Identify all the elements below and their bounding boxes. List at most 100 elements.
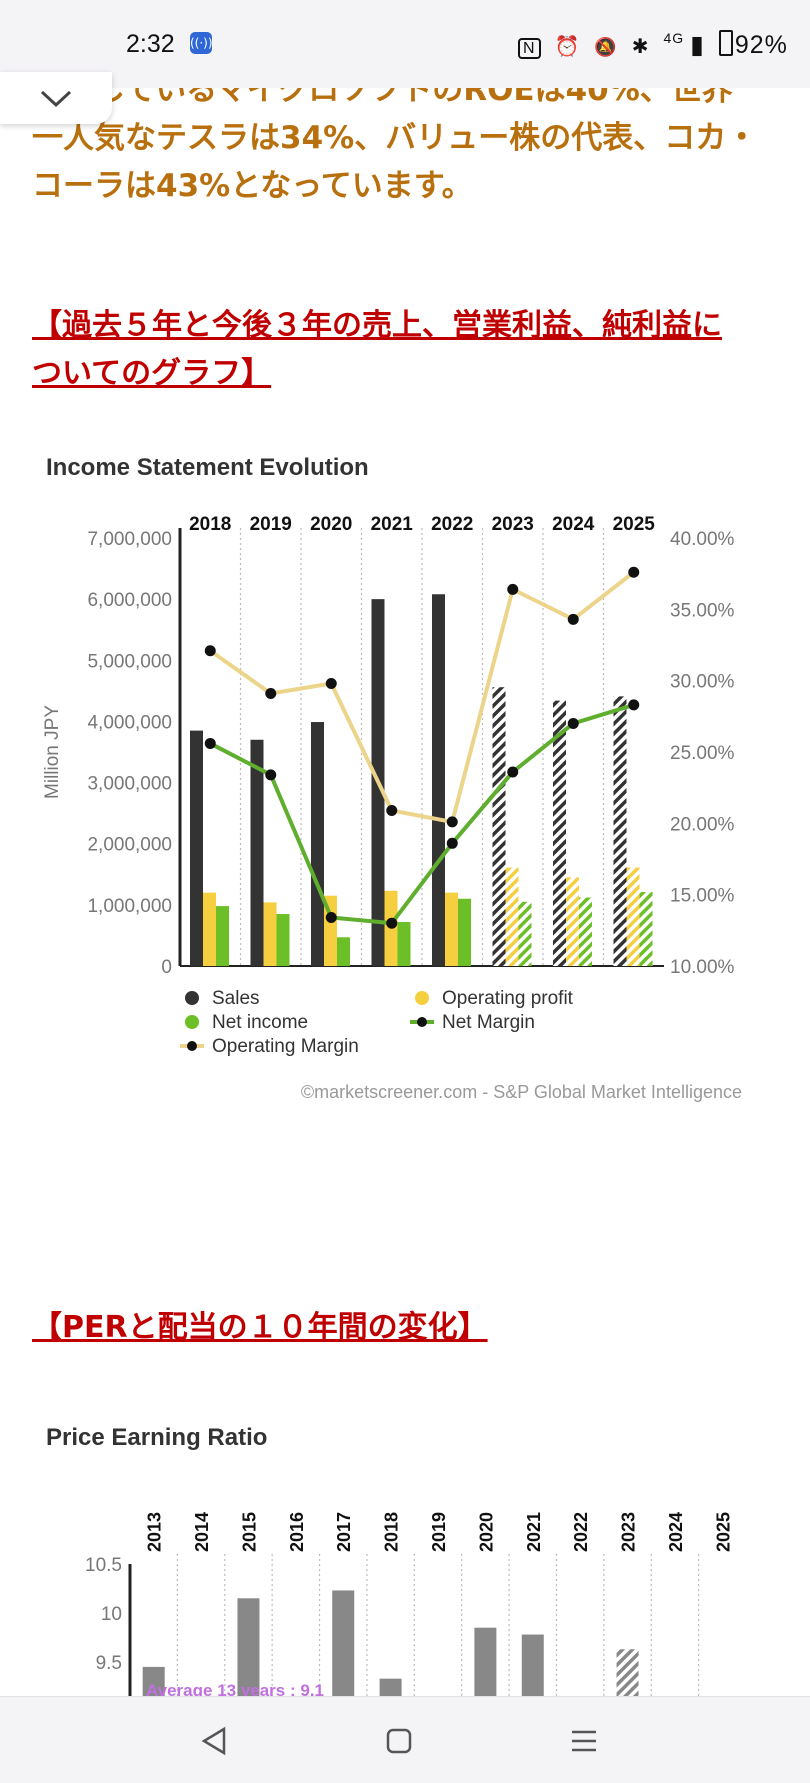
alarm-icon: ⏰ <box>554 36 581 58</box>
mute-icon: 🔕 <box>594 37 618 57</box>
net-margin-point <box>386 917 398 929</box>
recents-menu-icon[interactable] <box>566 1723 602 1759</box>
income-chart-card: Income Statement Evolution 7,000,000 6,00… <box>34 440 746 1110</box>
per-bar <box>237 1598 260 1704</box>
y2-tick-label: 15.00% <box>670 886 735 907</box>
net-margin-point <box>567 717 579 729</box>
chevron-down-icon <box>40 90 72 108</box>
legend-label: Net Margin <box>442 1012 535 1033</box>
y2-tick-label: 30.00% <box>670 672 735 693</box>
y-tick-label: 0 <box>161 957 172 978</box>
operating-margin-point <box>446 816 458 828</box>
chart-title: Income Statement Evolution <box>46 454 369 481</box>
per-bar <box>332 1590 355 1704</box>
sales-bar <box>492 687 506 966</box>
net-income-bar <box>579 897 592 966</box>
net-margin-point <box>446 837 458 849</box>
x-tick-label: 2018 <box>189 514 231 535</box>
x-tick-label: 2025 <box>613 514 656 535</box>
x-tick-label: 2015 <box>239 1512 259 1552</box>
legend-marker <box>187 1041 197 1051</box>
x-tick-label: 2013 <box>145 1512 165 1552</box>
net-income-bar <box>276 914 290 966</box>
y-tick-label: 10.5 <box>85 1555 122 1576</box>
sales-bar <box>432 594 445 966</box>
heading1-line-2: ついてのグラフ】 <box>32 356 272 391</box>
operating-profit-bar <box>626 867 640 966</box>
x-tick-label: 2022 <box>431 514 473 535</box>
net-margin-point <box>507 766 519 778</box>
section-heading-per: 【PERと配当の１０年間の変化】 <box>32 1310 488 1345</box>
per-chart: 10.5 10 9.5 2013 2014 2015 2016 2017 2018 2019 202… <box>85 1512 733 1704</box>
intro-line-3: コーラは43%となっています。 <box>32 168 473 204</box>
y-tick-label: 1,000,000 <box>87 896 172 917</box>
net-income-bar <box>639 892 653 966</box>
legend-label: Operating profit <box>442 988 574 1009</box>
per-bar <box>521 1634 544 1704</box>
per-bar <box>142 1666 165 1704</box>
legend-marker <box>417 1017 427 1027</box>
net-income-bar <box>397 921 411 966</box>
operating-margin-point <box>386 804 398 816</box>
collapse-button[interactable] <box>0 72 112 124</box>
status-bar: 2:32 ((·)) N ⏰ 🔕 ✱ 4G ▮ 92% <box>0 0 810 88</box>
x-tick-label: 2025 <box>713 1512 733 1552</box>
x-tick-label: 2016 <box>287 1512 307 1552</box>
x-tick-label: 2024 <box>552 514 595 535</box>
y-axis-label: Million JPY <box>42 705 63 799</box>
operating-margin-point <box>507 583 519 595</box>
x-tick-label: 2023 <box>492 514 534 535</box>
battery-level: 92% <box>734 31 788 59</box>
operating-margin-line <box>209 570 635 825</box>
net-income-bar <box>337 937 350 966</box>
x-tick-label: 2021 <box>524 1512 544 1552</box>
y-tick-label: 2,000,000 <box>87 835 172 856</box>
sales-bar <box>190 730 203 966</box>
sales-bar <box>613 696 627 966</box>
intro-line-2: 一人気なテスラは34%、バリュー株の代表、コカ・ <box>32 120 758 156</box>
per-chart-card: Price Earning Ratio 10.5 10 9.5 2013 2014 201… <box>34 1404 746 1704</box>
y-tick-label: 4,000,000 <box>87 712 172 733</box>
y2-tick-label: 35.00% <box>670 600 735 621</box>
legend-label: Operating Margin <box>212 1036 359 1057</box>
signal-icon: ▮ <box>690 31 705 59</box>
legend-marker <box>185 991 199 1005</box>
status-time: 2:32 <box>126 30 175 58</box>
operating-margin-point <box>325 678 337 690</box>
section-heading-income: 【過去５年と今後３年の売上、営業利益、純利益に ついてのグラフ】 <box>32 302 792 398</box>
chart-credit: ©marketscreener.com - S&P Global Market … <box>301 1082 742 1102</box>
y2-tick-label: 10.00% <box>670 957 735 978</box>
y-tick-label: 10 <box>101 1604 122 1625</box>
x-tick-label: 2023 <box>619 1512 639 1552</box>
per-bar <box>474 1627 497 1704</box>
net-margin-point <box>265 769 277 781</box>
home-square-icon[interactable] <box>380 1723 416 1759</box>
x-tick-label: 2021 <box>371 514 414 535</box>
net-margin-line <box>209 703 635 926</box>
y2-tick-label: 25.00% <box>670 743 735 764</box>
operating-profit-bar <box>566 877 579 966</box>
net-margin-point <box>628 699 640 711</box>
hotspot-icon: ((·)) <box>190 32 213 54</box>
operating-profit-bar <box>445 892 458 966</box>
heading1-line-1: 【過去５年と今後３年の売上、営業利益、純利益に <box>32 308 722 343</box>
y2-tick-label: 20.00% <box>670 814 735 835</box>
y2-tick-label: 40.00% <box>670 529 735 550</box>
x-tick-label: 2019 <box>429 1512 449 1552</box>
bluetooth-icon: ✱ <box>631 36 650 58</box>
battery-icon <box>718 30 733 56</box>
operating-profit-bar <box>505 867 519 966</box>
net-margin-point <box>204 737 216 749</box>
operating-margin-point <box>204 645 216 657</box>
x-tick-label: 2020 <box>310 514 352 535</box>
net-income-bar <box>518 901 532 966</box>
x-tick-label: 2018 <box>382 1512 402 1552</box>
x-tick-label: 2024 <box>666 1512 686 1552</box>
back-triangle-icon[interactable] <box>196 1723 232 1759</box>
operating-margin-point <box>265 688 277 700</box>
net-income-bar <box>458 898 471 966</box>
chart-title: Price Earning Ratio <box>46 1424 268 1451</box>
operating-margin-point <box>567 613 579 625</box>
net-margin-point <box>325 911 337 923</box>
sales-bar <box>553 700 566 966</box>
